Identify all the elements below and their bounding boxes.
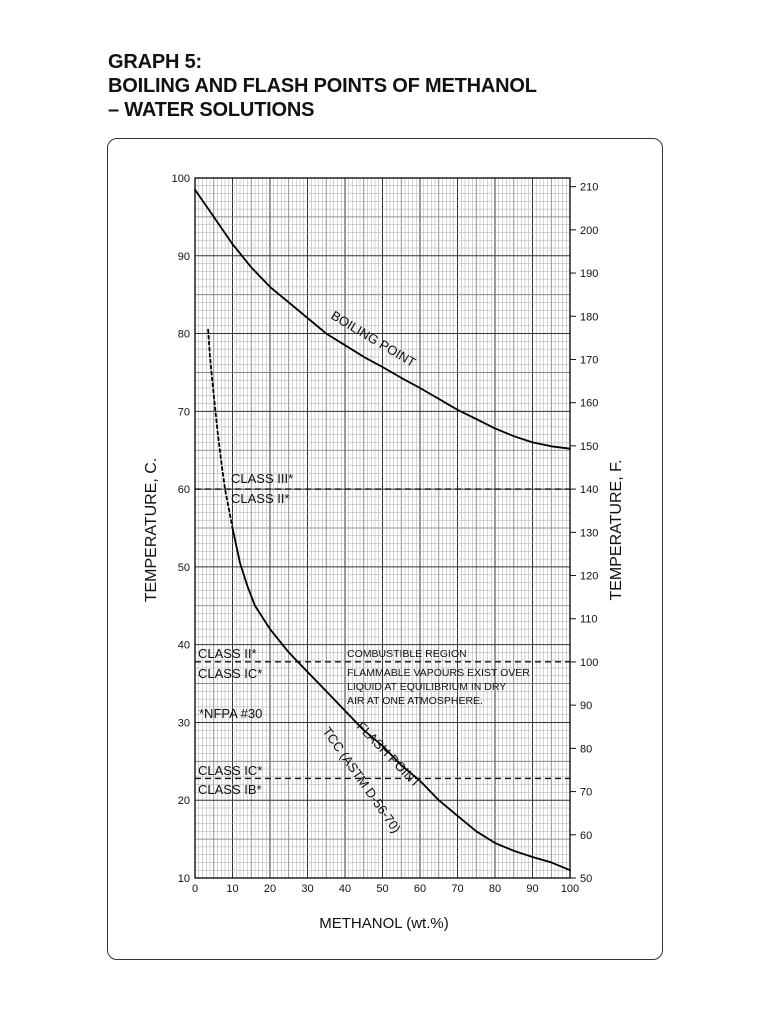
y-tick-label-c: 10	[178, 873, 190, 885]
y-tick-label-c: 70	[178, 406, 190, 418]
y-tick-label-f: 120	[580, 571, 598, 583]
grid	[194, 177, 571, 879]
y-tick-label-c: 30	[178, 717, 190, 729]
y-tick-label-c: 90	[178, 251, 190, 263]
x-tick-label: 90	[526, 883, 538, 895]
y-tick-label-c: 40	[178, 640, 190, 652]
y-tick-label-f: 170	[580, 354, 598, 366]
y-tick-label-f: 130	[580, 527, 598, 539]
y-tick-label-f: 180	[580, 311, 598, 323]
y-tick-label-f: 100	[580, 657, 598, 669]
chart-title: GRAPH 5: BOILING AND FLASH POINTS OF MET…	[108, 50, 708, 122]
y-tick-label-f: 110	[580, 614, 598, 626]
chart-frame	[107, 138, 663, 960]
annotation-flammable-2: LIQUID AT EQUILIBRIUM IN DRY	[347, 681, 506, 693]
plot-border	[194, 177, 571, 879]
y-tick-label-c: 20	[178, 795, 190, 807]
y-axis-label-right: TEMPERATURE, F.	[608, 459, 625, 600]
label-nfpa: *NFPA #30	[199, 706, 262, 721]
x-tick-label: 70	[451, 883, 463, 895]
y-tick-label-f: 200	[580, 225, 598, 237]
y-axis-label-left: TEMPERATURE, C.	[143, 458, 160, 603]
x-tick-label: 10	[226, 883, 238, 895]
label-class-ic-38: CLASS IC*	[198, 666, 262, 681]
label-class-ic-23: CLASS IC*	[198, 763, 262, 778]
label-class-iii: CLASS III*	[231, 471, 293, 486]
y-tick-label-c: 100	[172, 173, 190, 185]
reference-lines	[195, 488, 570, 780]
y-tick-label-f: 160	[580, 398, 598, 410]
y-tick-label-f: 140	[580, 484, 598, 496]
x-tick-label: 20	[264, 883, 276, 895]
x-tick-label: 50	[376, 883, 388, 895]
y-tick-label-c: 50	[178, 562, 190, 574]
y-tick-label-f: 60	[580, 830, 592, 842]
x-tick-label: 0	[192, 883, 198, 895]
annotation-combustible: COMBUSTIBLE REGION	[347, 648, 467, 660]
x-tick-label: 100	[561, 883, 579, 895]
y-tick-label-f: 150	[580, 441, 598, 453]
y-tick-label-c: 80	[178, 329, 190, 341]
title-line-1: GRAPH 5:	[108, 51, 202, 73]
annotation-flammable-1: FLAMMABLE VAPOURS EXIST OVER	[347, 667, 530, 679]
y-tick-label-f: 210	[580, 182, 598, 194]
label-class-ib: CLASS IB*	[198, 782, 262, 797]
y-tick-label-f: 70	[580, 787, 592, 799]
tick-labels: 5060708090100110120130140150160170180190…	[172, 173, 599, 895]
x-tick-label: 30	[301, 883, 313, 895]
title-line-2: BOILING AND FLASH POINTS OF METHANOL	[108, 75, 537, 97]
label-class-ii-38: CLASS II*	[198, 646, 257, 661]
y-tick-label-f: 80	[580, 743, 592, 755]
y-tick-label-f: 90	[580, 700, 592, 712]
title-line-3: – WATER SOLUTIONS	[108, 99, 315, 121]
x-tick-label: 40	[339, 883, 351, 895]
series	[194, 188, 571, 872]
x-tick-label: 80	[489, 883, 501, 895]
y-tick-label-c: 60	[178, 484, 190, 496]
x-tick-label: 60	[414, 883, 426, 895]
label-class-ii-60: CLASS II*	[231, 491, 290, 506]
series-line-1	[207, 328, 234, 529]
y-tick-label-f: 50	[580, 873, 592, 885]
x-axis-label: METHANOL (wt.%)	[319, 915, 448, 932]
series-line-0	[194, 188, 571, 450]
label-flash-point-tcc: TCC (ASTM D-56-70)	[320, 724, 404, 836]
y-tick-label-f: 190	[580, 268, 598, 280]
annotation-flammable-3: AIR AT ONE ATMOSPHERE.	[347, 695, 483, 707]
series-line-2	[231, 527, 571, 872]
